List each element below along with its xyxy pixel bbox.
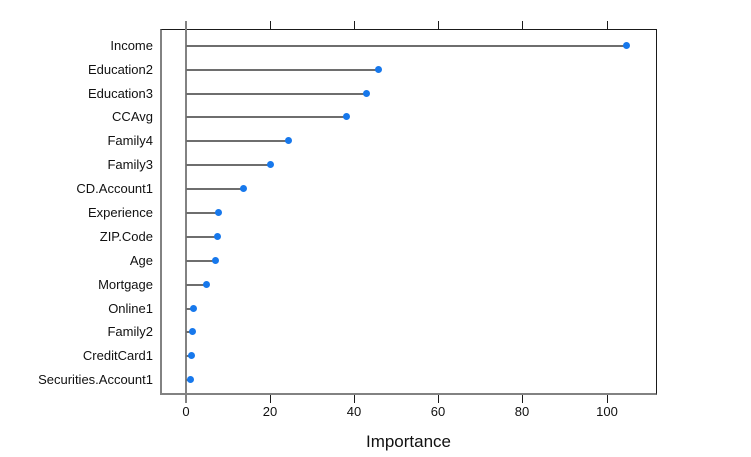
category-label: Experience [87,205,153,220]
needle-line [186,164,270,166]
data-point [189,328,196,335]
x-tick-bottom [354,395,355,403]
needle-line [186,284,206,286]
needle-line [186,45,626,47]
x-tick-bottom [438,395,439,403]
needle-line [186,116,346,118]
data-point [375,66,382,73]
category-label: Income [110,38,153,53]
x-tick-label: 80 [514,404,530,419]
category-label: Education3 [87,86,153,101]
needle-line [186,260,215,262]
data-point [240,185,247,192]
data-point [623,42,630,49]
category-label: Family4 [107,133,153,148]
needle-line [186,140,288,142]
category-label: Mortgage [98,277,153,292]
x-tick-bottom [270,395,271,403]
needle-line [186,93,366,95]
x-tick-label: 40 [346,404,362,419]
x-tick-top [607,21,608,29]
data-point [190,305,197,312]
x-tick-label: 20 [262,404,278,419]
data-point [343,113,350,120]
x-tick-label: 0 [182,404,190,419]
data-point [285,137,292,144]
data-point [267,161,274,168]
x-axis-title: Importance [365,432,452,451]
x-tick-bottom [607,395,608,403]
needle-line [186,188,243,190]
plot-panel [160,29,657,395]
category-label: Family3 [107,157,153,172]
category-label: ZIP.Code [99,229,153,244]
data-point [363,90,370,97]
needle-line [186,308,193,310]
needle-line [186,236,217,238]
category-label: Education2 [87,62,153,77]
category-label: CD.Account1 [76,181,153,196]
x-tick-top [438,21,439,29]
category-label: Securities.Account1 [38,372,153,387]
x-tick-top [522,21,523,29]
x-tick-top [354,21,355,29]
x-tick-label: 60 [430,404,446,419]
category-label: Age [129,253,153,268]
data-point [212,257,219,264]
data-point [214,233,221,240]
data-point [188,352,195,359]
data-point [187,376,194,383]
category-label: CCAvg [112,109,153,124]
category-label: Online1 [108,301,153,316]
needle-line [186,212,218,214]
data-point [215,209,222,216]
category-label: Family2 [107,324,153,339]
x-tick-top [270,21,271,29]
category-label: CreditCard1 [82,348,153,363]
x-tick-bottom [522,395,523,403]
needle-line [186,69,378,71]
x-tick-label: 100 [596,404,618,419]
data-point [203,281,210,288]
